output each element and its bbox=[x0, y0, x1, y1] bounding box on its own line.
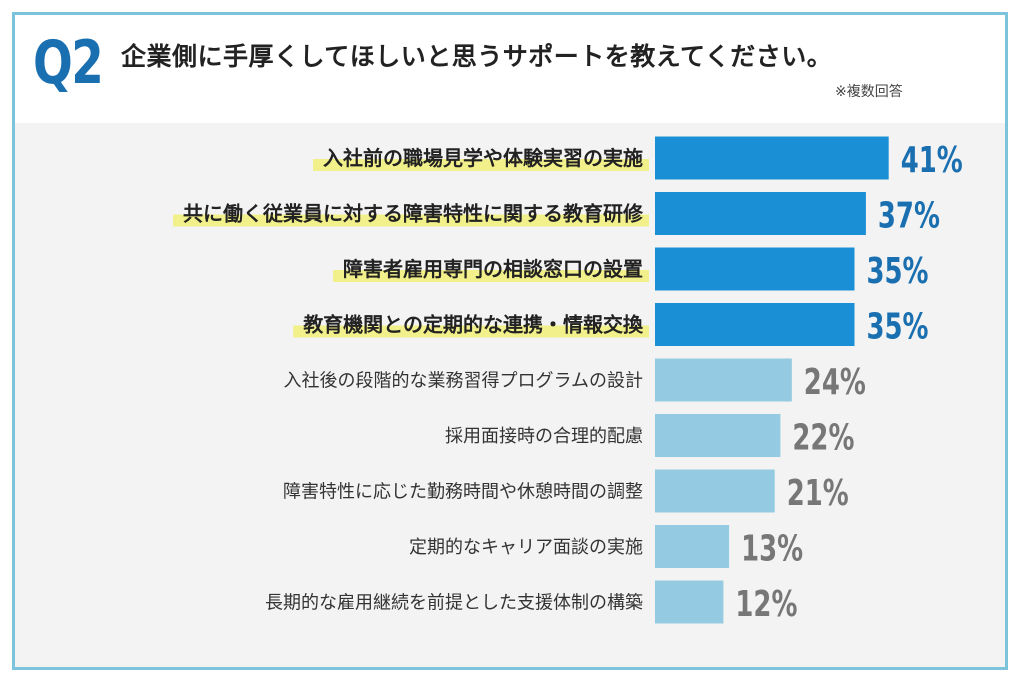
value-label: 37% bbox=[878, 195, 940, 236]
value-label: 13% bbox=[741, 528, 803, 569]
category-label: 共に働く従業員に対する障害特性に関する教育研修 bbox=[183, 202, 644, 226]
label-highlight bbox=[293, 325, 649, 338]
bar bbox=[655, 525, 730, 568]
category-label: 入社後の段階的な業務習得プログラムの設計 bbox=[284, 370, 643, 391]
label-highlight bbox=[333, 270, 649, 282]
category-label: 長期的な雇用継続を前提とした支援体制の構築 bbox=[265, 592, 643, 613]
bar bbox=[655, 469, 775, 513]
bar-row: 障害者雇用専門の相談窓口の設置 35% bbox=[333, 247, 929, 292]
multiple-answer-note: ※複数回答 bbox=[835, 84, 903, 100]
bar-chart: 入社前の職場見学や体験実習の実施 41% 共に働く従業員に対する障害特性に関する教育… bbox=[173, 136, 963, 625]
chart-frame: Q2 企業側に手厚くしてほしいと思うサポートを教えてください。 ※複数回答 入社… bbox=[12, 12, 1008, 670]
bar-row: 入社前の職場見学や体験実習の実施 41% bbox=[313, 136, 963, 181]
bar-row: 定期的なキャリア面談の実施 13% bbox=[409, 525, 803, 570]
category-label: 入社前の職場見学や体験実習の実施 bbox=[323, 146, 643, 170]
value-label: 41% bbox=[901, 140, 963, 181]
bar-row: 採用面接時の合理的配慮 22% bbox=[445, 414, 854, 459]
bar bbox=[655, 303, 855, 346]
bar bbox=[655, 247, 855, 291]
bar-row: 共に働く従業員に対する障害特性に関する教育研修 37% bbox=[173, 192, 940, 237]
value-label: 21% bbox=[787, 473, 849, 514]
label-highlight bbox=[173, 214, 649, 227]
question-number: Q2 bbox=[33, 28, 104, 98]
category-label: 定期的なキャリア面談の実施 bbox=[409, 537, 643, 558]
bar bbox=[655, 192, 866, 235]
question-text: 企業側に手厚くしてほしいと思うサポートを教えてください。 bbox=[121, 42, 833, 71]
value-label: 22% bbox=[792, 417, 854, 458]
value-label: 24% bbox=[804, 362, 866, 403]
bar bbox=[655, 358, 792, 402]
bar-row: 入社後の段階的な業務習得プログラムの設計 24% bbox=[284, 358, 866, 403]
category-label: 採用面接時の合理的配慮 bbox=[445, 426, 643, 447]
category-label: 教育機関との定期的な連携・情報交換 bbox=[303, 313, 644, 337]
bar-row: 長期的な雇用継続を前提とした支援体制の構築 12% bbox=[265, 580, 797, 625]
label-highlight bbox=[313, 159, 649, 171]
category-label: 障害特性に応じた勤務時間や休憩時間の調整 bbox=[283, 481, 643, 502]
category-label: 障害者雇用専門の相談窓口の設置 bbox=[343, 257, 643, 281]
value-label: 35% bbox=[867, 306, 929, 347]
bar bbox=[655, 136, 889, 180]
bar bbox=[655, 414, 781, 457]
bar-row: 教育機関との定期的な連携・情報交換 35% bbox=[293, 303, 929, 348]
bar bbox=[655, 580, 724, 624]
value-label: 35% bbox=[867, 251, 929, 292]
value-label: 12% bbox=[735, 584, 797, 625]
bar-row: 障害特性に応じた勤務時間や休憩時間の調整 21% bbox=[283, 469, 849, 514]
